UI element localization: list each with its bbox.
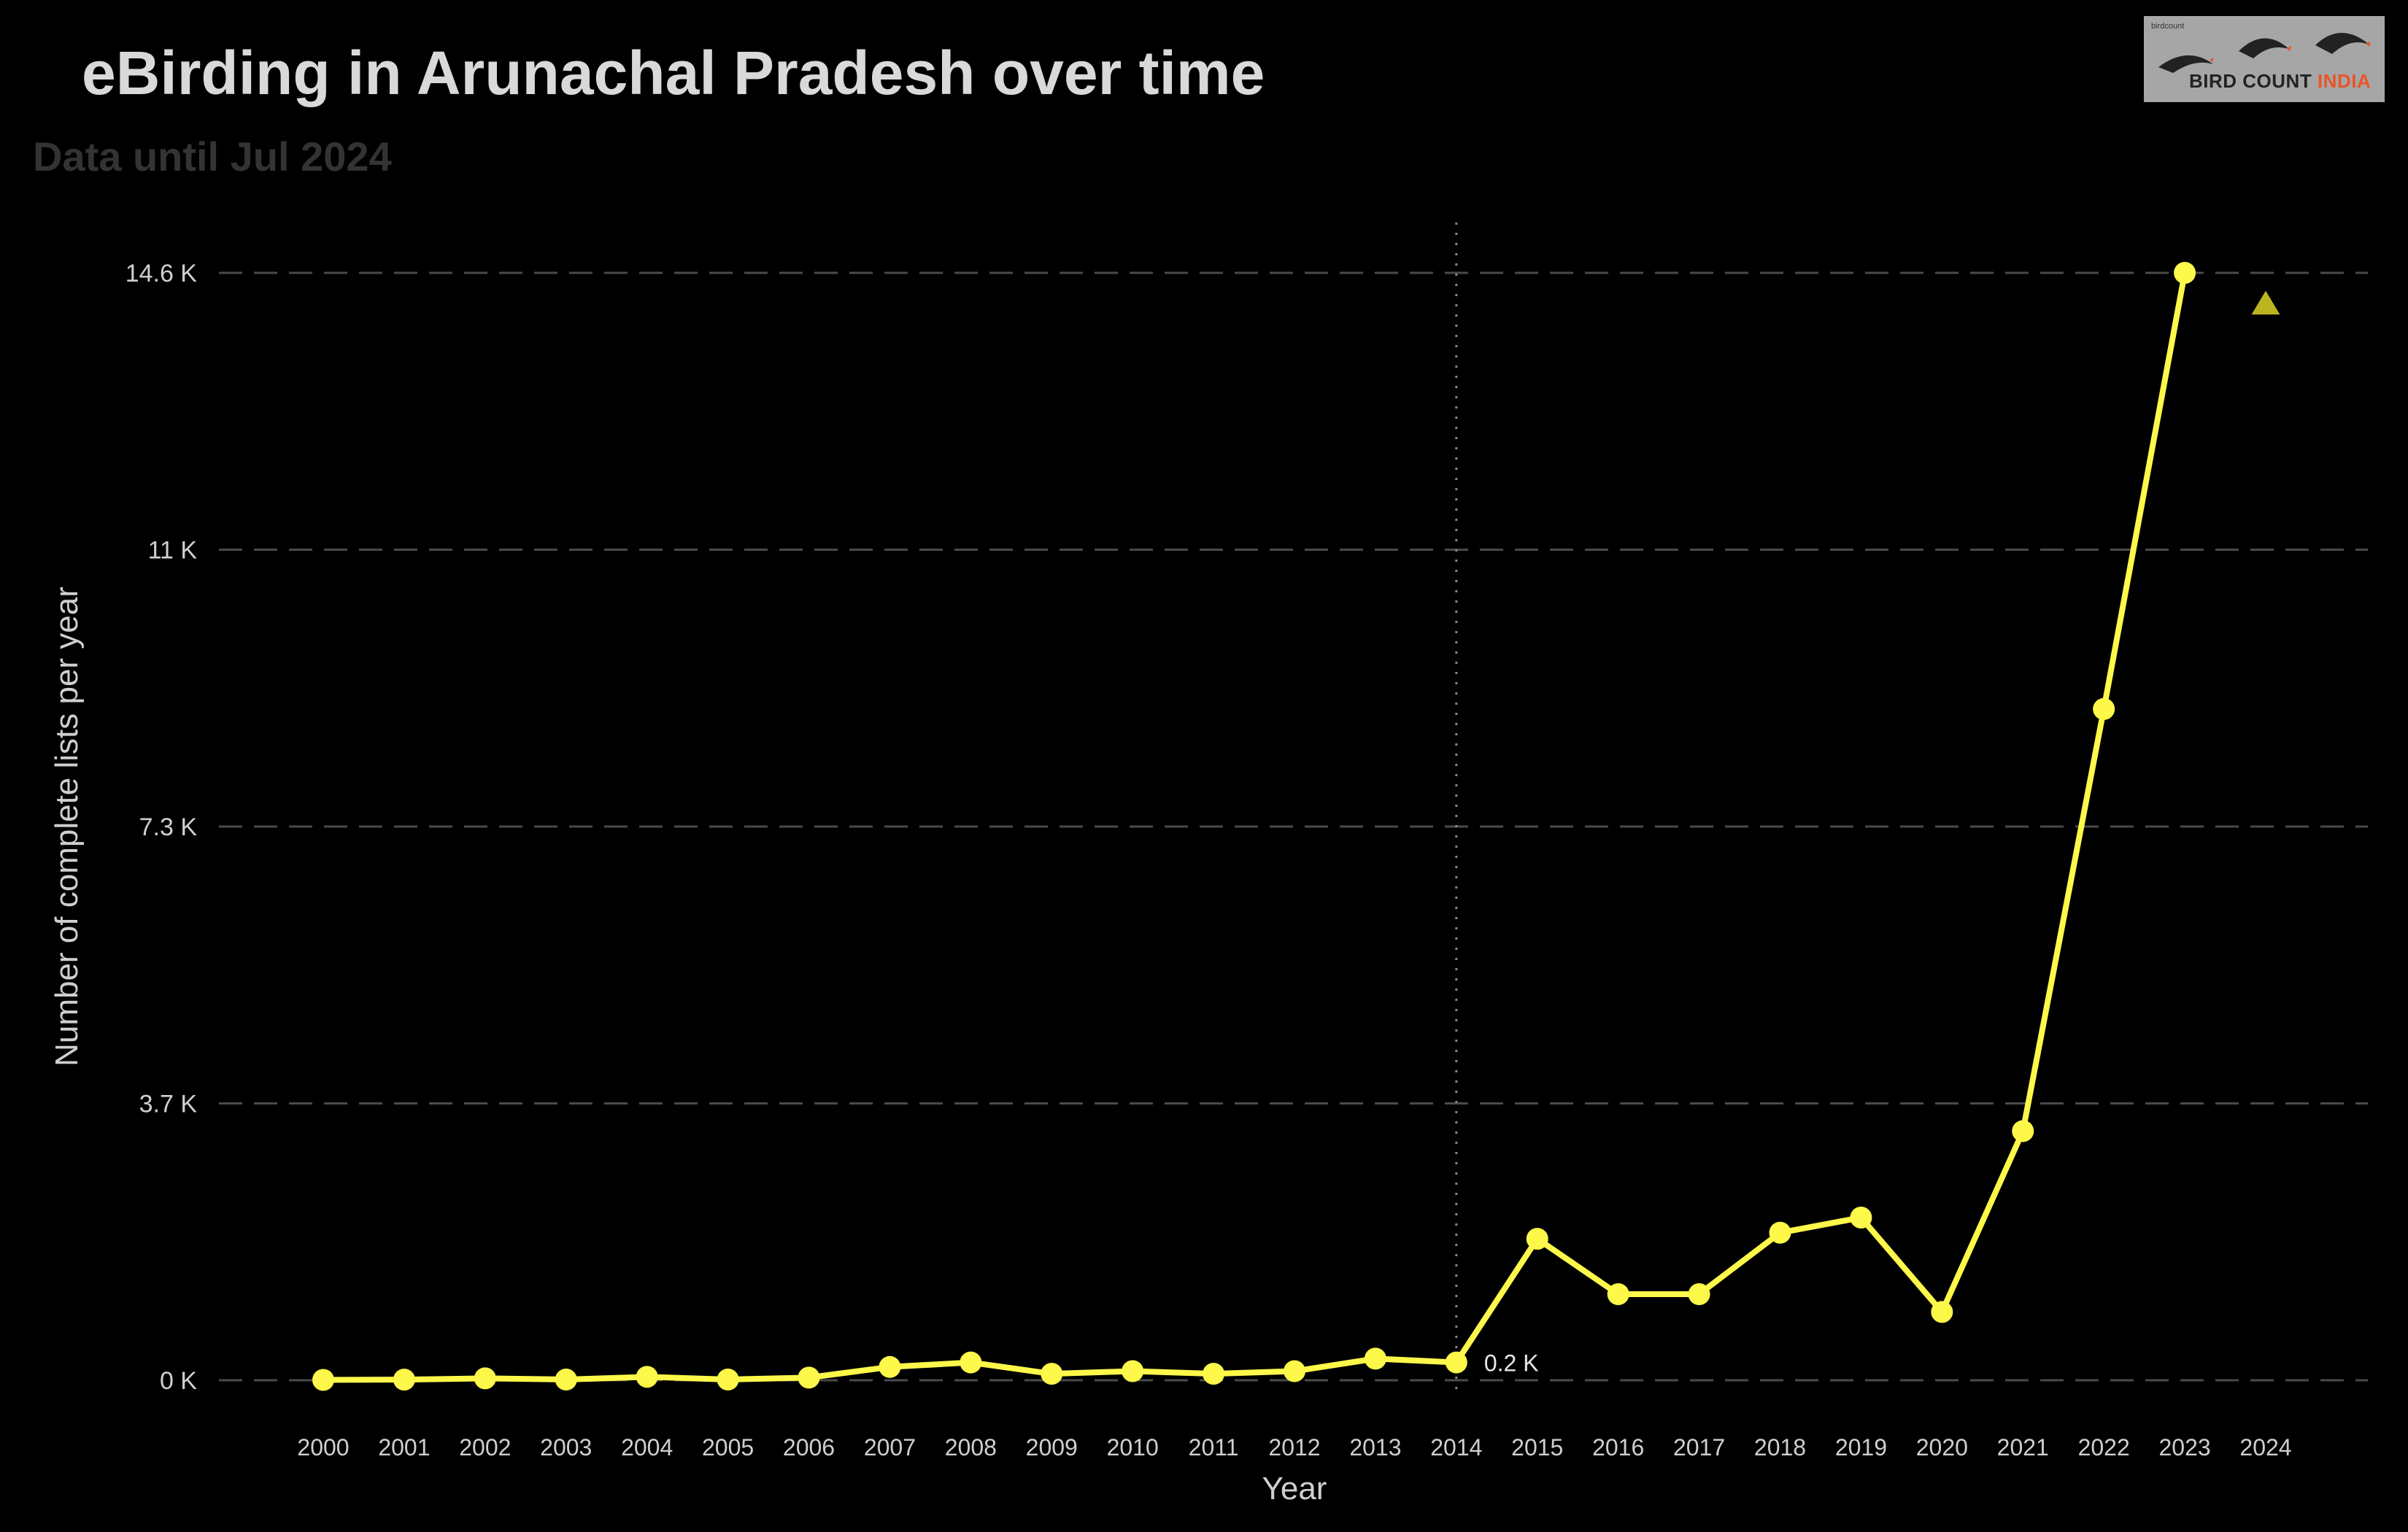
data-point bbox=[717, 1368, 739, 1390]
x-tick-label: 2024 bbox=[2239, 1434, 2291, 1461]
x-tick-label: 2019 bbox=[1835, 1434, 1887, 1461]
data-point bbox=[1445, 1351, 1467, 1374]
y-tick-label: 0 K bbox=[160, 1367, 197, 1395]
annotation-label: 0.2 K bbox=[1484, 1350, 1539, 1377]
x-tick-label: 2004 bbox=[621, 1434, 673, 1461]
x-tick-label: 2002 bbox=[459, 1434, 511, 1461]
chart-subtitle: Data until Jul 2024 bbox=[33, 134, 392, 179]
data-point bbox=[474, 1367, 496, 1390]
data-point bbox=[1688, 1283, 1710, 1305]
logo-brand-text: BIRD COUNT INDIA bbox=[2189, 70, 2371, 93]
x-tick-label: 2001 bbox=[378, 1434, 430, 1461]
birds-icon bbox=[2158, 33, 2371, 73]
x-axis-title: Year bbox=[1262, 1471, 1327, 1506]
data-point bbox=[1203, 1363, 1225, 1385]
x-tick-label: 2023 bbox=[2158, 1434, 2210, 1461]
x-tick-label: 2005 bbox=[702, 1434, 754, 1461]
data-points bbox=[312, 262, 2284, 1391]
x-tick-label: 2018 bbox=[1754, 1434, 1806, 1461]
x-tick-label: 2007 bbox=[864, 1434, 916, 1461]
data-point bbox=[1769, 1221, 1791, 1244]
data-point bbox=[1607, 1283, 1629, 1305]
y-tick-label: 11 K bbox=[148, 537, 198, 565]
data-point bbox=[798, 1366, 820, 1389]
x-tick-label: 2003 bbox=[540, 1434, 592, 1461]
x-tick-label: 2017 bbox=[1673, 1434, 1725, 1461]
logo-brand-main: BIRD COUNT bbox=[2189, 70, 2318, 92]
data-point bbox=[555, 1368, 577, 1390]
data-point bbox=[312, 1369, 334, 1391]
x-tick-label: 2010 bbox=[1107, 1434, 1159, 1461]
data-point bbox=[2093, 697, 2115, 720]
x-tick-label: 2015 bbox=[1511, 1434, 1563, 1461]
x-tick-label: 2011 bbox=[1189, 1434, 1239, 1461]
data-point bbox=[1284, 1360, 1305, 1382]
x-tick-labels: 2000 2001 2002 2003 2004 2005 2006 2007 2008 2009… bbox=[297, 1434, 2291, 1461]
x-tick-label: 2013 bbox=[1349, 1434, 1401, 1461]
x-tick-label: 2021 bbox=[1997, 1434, 2049, 1461]
data-point bbox=[1364, 1347, 1386, 1370]
logo-brand-accent: INDIA bbox=[2317, 70, 2372, 92]
x-tick-label: 2009 bbox=[1026, 1434, 1078, 1461]
data-point bbox=[393, 1369, 415, 1391]
x-tick-label: 2014 bbox=[1430, 1434, 1482, 1461]
logo-small-text: birdcount bbox=[2151, 22, 2185, 31]
y-axis-title: Number of complete lists per year bbox=[49, 587, 85, 1067]
data-point bbox=[636, 1366, 658, 1388]
data-point bbox=[2174, 262, 2196, 284]
series-line bbox=[323, 272, 2188, 1383]
y-tick-label: 7.3 K bbox=[139, 813, 198, 841]
data-point bbox=[1850, 1206, 1872, 1229]
x-tick-label: 2012 bbox=[1268, 1434, 1320, 1461]
data-point bbox=[2012, 1120, 2034, 1142]
y-tick-label: 3.7 K bbox=[139, 1091, 198, 1118]
grid-lines bbox=[219, 271, 2368, 1382]
chart-title: eBirding in Arunachal Pradesh over time bbox=[82, 39, 1265, 107]
x-tick-label: 2016 bbox=[1592, 1434, 1644, 1461]
y-tick-label: 14.6 K bbox=[126, 260, 198, 287]
x-tick-label: 2008 bbox=[945, 1434, 997, 1461]
bird-count-india-logo: birdcount BIRD COUNT INDIA bbox=[2144, 16, 2385, 102]
y-tick-labels: 0 K 3.7 K 7.3 K 11 K 14.6 K bbox=[126, 260, 198, 1395]
data-point bbox=[1122, 1360, 1144, 1382]
x-tick-label: 2020 bbox=[1916, 1434, 1968, 1461]
x-tick-label: 2006 bbox=[783, 1434, 835, 1461]
partial-year-marker bbox=[2247, 286, 2284, 317]
data-point bbox=[1931, 1301, 1953, 1323]
x-tick-label: 2022 bbox=[2078, 1434, 2130, 1461]
data-point bbox=[960, 1351, 982, 1374]
data-point bbox=[879, 1355, 901, 1378]
data-point bbox=[1041, 1363, 1063, 1385]
data-point bbox=[1526, 1228, 1548, 1250]
x-tick-label: 2000 bbox=[297, 1434, 349, 1461]
